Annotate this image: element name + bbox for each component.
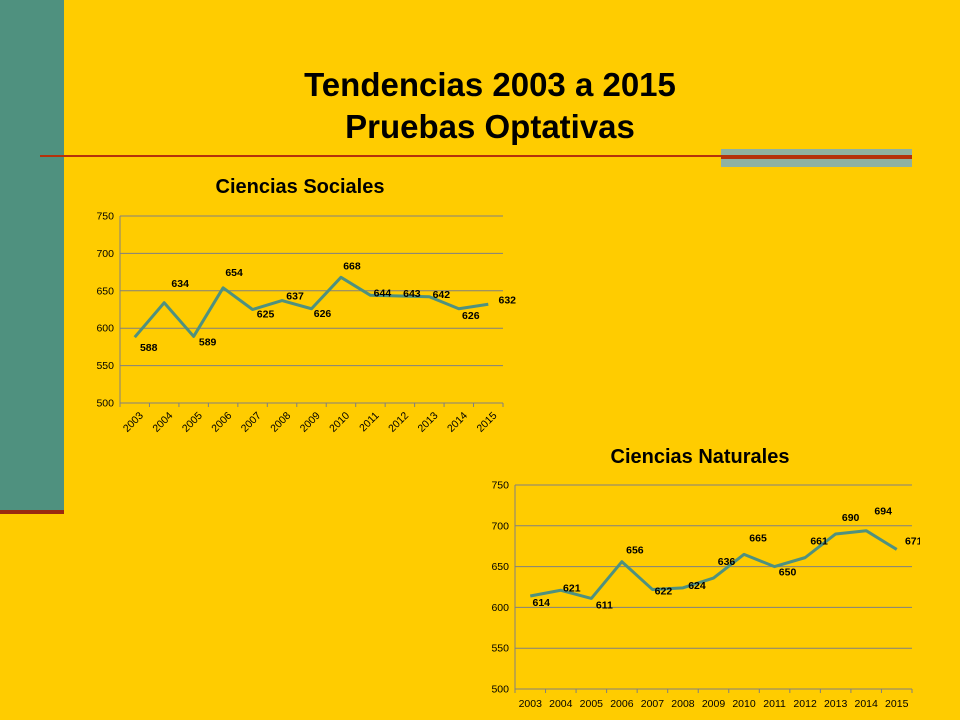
data-label: 624 <box>688 580 706 592</box>
y-tick-label: 550 <box>491 643 509 655</box>
title-rule <box>40 155 912 157</box>
y-tick-label: 600 <box>491 602 509 614</box>
chart-title-sociales: Ciencias Sociales <box>215 176 385 198</box>
x-tick-label: 2015 <box>885 698 909 710</box>
x-tick-label: 2015 <box>474 410 499 435</box>
x-tick-label: 2014 <box>445 410 470 435</box>
y-tick-label: 600 <box>96 323 114 335</box>
x-tick-label: 2009 <box>702 698 726 710</box>
data-label: 643 <box>403 288 421 300</box>
series-line <box>133 275 489 339</box>
side-accent-underline <box>0 510 64 514</box>
data-label: 650 <box>779 567 797 579</box>
data-label: 588 <box>140 342 158 354</box>
y-tick-label: 500 <box>96 398 114 410</box>
slide-title-line2: Pruebas Optativas <box>345 108 635 145</box>
y-tick-label: 650 <box>96 285 114 297</box>
y-tick-label: 700 <box>491 520 509 532</box>
data-label: 690 <box>842 512 860 524</box>
data-label: 632 <box>499 294 517 306</box>
x-tick-label: 2007 <box>239 410 264 435</box>
data-label: 626 <box>314 308 332 320</box>
data-label: 634 <box>171 278 189 290</box>
x-tick-label: 2013 <box>416 410 441 435</box>
data-label: 656 <box>626 545 644 557</box>
y-tick-label: 550 <box>96 360 114 372</box>
chart-ciencias-naturales: 500 550 600 650 700 750 2003 2004 2005 2006 2007 20… <box>491 480 920 711</box>
data-label: 621 <box>563 582 581 594</box>
y-tick-label: 500 <box>491 684 509 696</box>
x-tick-label: 2004 <box>150 410 175 435</box>
data-label: 654 <box>225 267 243 279</box>
x-tick-label: 2003 <box>121 410 146 435</box>
data-label: 661 <box>810 536 828 548</box>
data-label: 665 <box>749 532 767 544</box>
data-label: 622 <box>655 585 673 597</box>
slide-title-line1: Tendencias 2003 a 2015 <box>304 66 676 103</box>
x-tick-label: 2003 <box>519 698 543 710</box>
x-tick-label: 2008 <box>268 410 293 435</box>
x-tick-label: 2011 <box>357 410 382 435</box>
x-tick-label: 2013 <box>824 698 848 710</box>
x-tick-label: 2005 <box>180 410 205 435</box>
series-line <box>529 529 898 600</box>
data-label: 671 <box>905 535 920 547</box>
chart-title-naturales: Ciencias Naturales <box>610 446 790 468</box>
x-tick-label: 2010 <box>732 698 756 710</box>
x-tick-label: 2006 <box>610 698 634 710</box>
x-tick-label: 2010 <box>327 410 352 435</box>
x-tick-label: 2012 <box>386 410 411 435</box>
y-tick-label: 700 <box>96 248 114 260</box>
data-label: 626 <box>462 310 480 322</box>
x-tick-label: 2008 <box>671 698 695 710</box>
x-tick-label: 2004 <box>549 698 573 710</box>
data-label: 625 <box>257 309 275 321</box>
data-label: 611 <box>596 599 613 611</box>
x-tick-label: 2006 <box>209 410 234 435</box>
data-label: 637 <box>286 291 304 303</box>
x-tick-label: 2011 <box>763 698 786 710</box>
x-tick-label: 2012 <box>793 698 817 710</box>
data-label: 694 <box>874 506 892 518</box>
x-tick-label: 2005 <box>580 698 604 710</box>
y-tick-label: 650 <box>491 561 509 573</box>
data-label: 614 <box>533 597 551 609</box>
x-tick-label: 2009 <box>298 410 323 435</box>
x-tick-label: 2007 <box>641 698 665 710</box>
x-tick-label: 2014 <box>855 698 879 710</box>
y-tick-label: 750 <box>491 480 509 492</box>
data-label: 636 <box>718 556 736 568</box>
title-rule-overlay <box>721 157 912 159</box>
data-label: 668 <box>343 260 361 272</box>
data-label: 642 <box>433 289 451 301</box>
side-accent-bar <box>0 0 64 512</box>
data-label: 589 <box>199 336 217 348</box>
y-tick-label: 750 <box>96 211 114 223</box>
data-label: 644 <box>374 287 392 299</box>
